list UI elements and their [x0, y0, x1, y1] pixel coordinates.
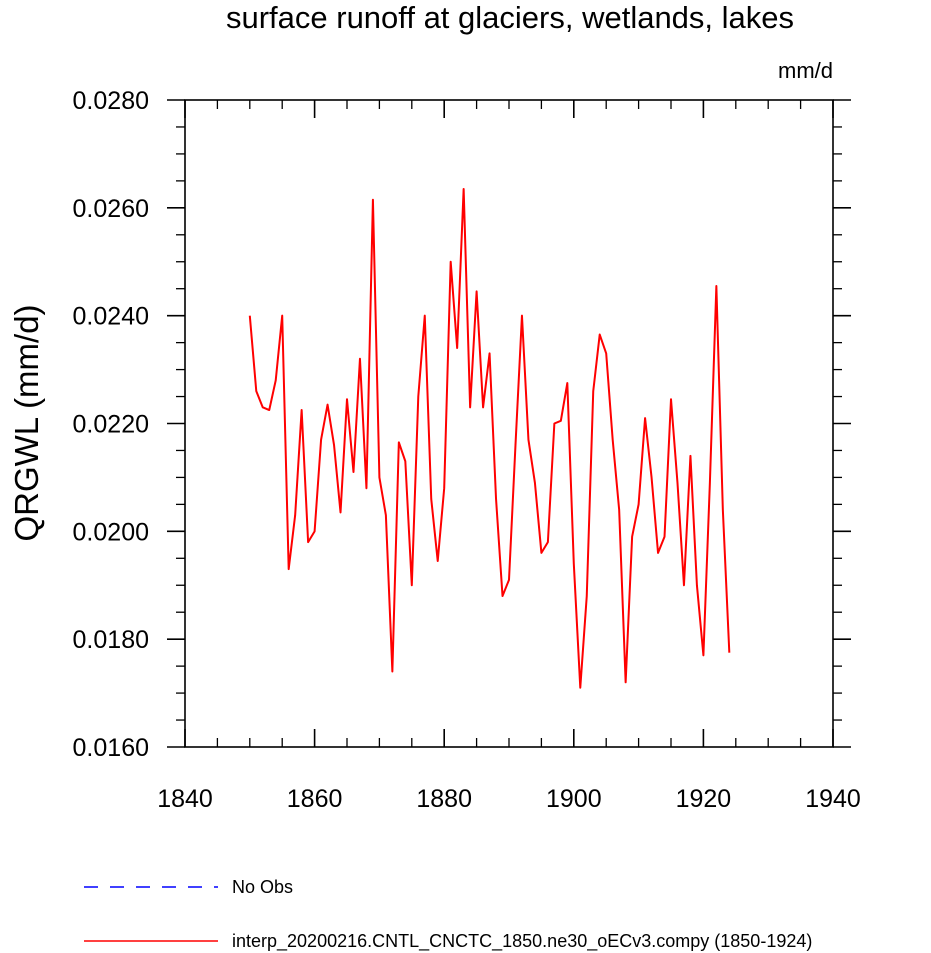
x-tick-label: 1880 — [416, 785, 472, 813]
x-tick-label: 1860 — [287, 785, 343, 813]
y-tick-label: 0.0280 — [73, 87, 149, 115]
y-axis-label: QRGWL (mm/d) — [8, 304, 45, 541]
x-tick-label: 1920 — [676, 785, 732, 813]
x-tick-label: 1900 — [546, 785, 602, 813]
y-tick-label: 0.0200 — [73, 518, 149, 546]
units-label: mm/d — [778, 58, 833, 83]
x-tick-label: 1840 — [157, 785, 213, 813]
series-line-1 — [248, 187, 731, 689]
y-tick-labels: 0.0160 0.0180 0.0200 0.0220 0.0240 0.0260 0.02… — [73, 87, 149, 762]
y-tick-label: 0.0220 — [73, 411, 149, 439]
y-tick-label: 0.0240 — [73, 303, 149, 331]
legend: No Obs interp_20200216.CNTL_CNCTC_1850.ne… — [84, 877, 812, 952]
x-tick-labels: 1840 1860 1880 1900 1920 1940 — [157, 785, 861, 813]
chart-title: surface runoff at glaciers, wetlands, la… — [226, 0, 794, 35]
legend-label-1: interp_20200216.CNTL_CNCTC_1850.ne30_oEC… — [232, 931, 812, 952]
y-tick-label: 0.0180 — [73, 626, 149, 654]
plot-frame — [184, 99, 834, 748]
legend-label-0: No Obs — [232, 877, 293, 897]
axis-ticks — [167, 99, 851, 748]
y-tick-label: 0.0160 — [73, 734, 149, 762]
x-tick-label: 1940 — [805, 785, 861, 813]
series-layer — [248, 187, 731, 689]
y-tick-label: 0.0260 — [73, 195, 149, 223]
